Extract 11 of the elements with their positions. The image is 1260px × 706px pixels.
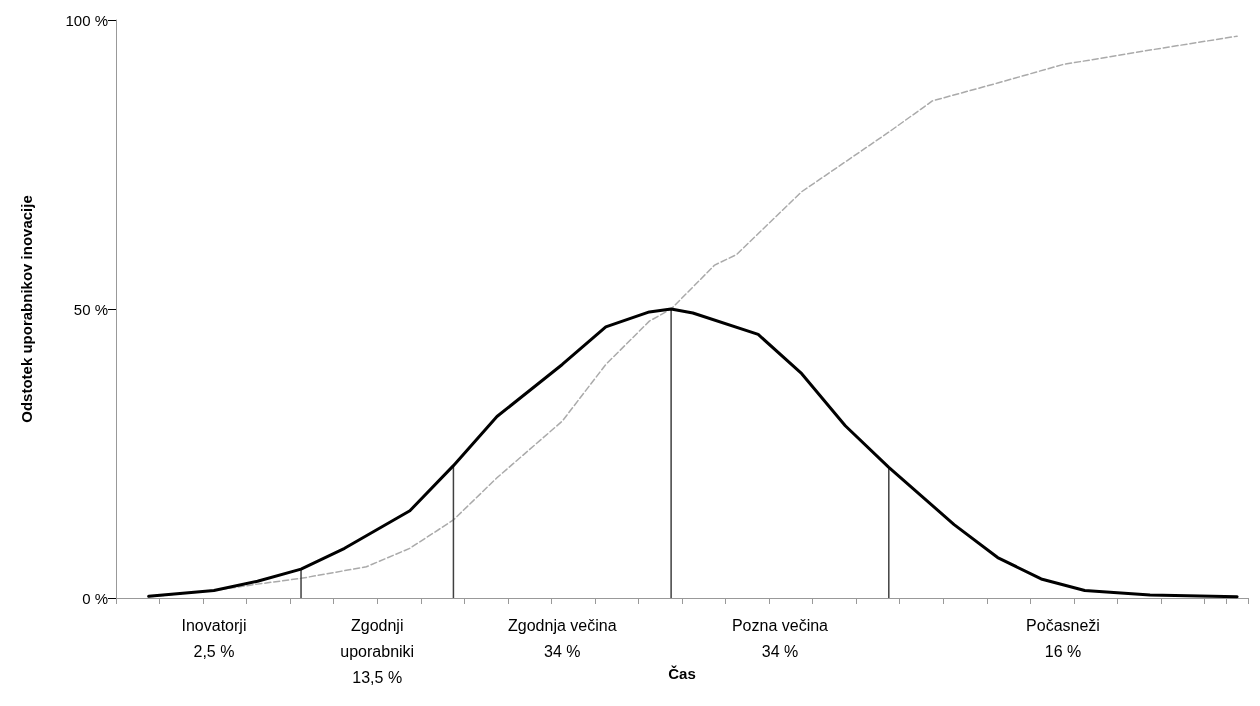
x-axis-title: Čas	[668, 665, 696, 682]
text: Počasneži 16 %	[1026, 616, 1100, 660]
text: Zgodnja večina 34 %	[508, 616, 617, 660]
y-axis-title: Odstotek uporabnikov inovacije	[17, 195, 35, 423]
line-series	[147, 307, 1239, 599]
y-tick-label: 100 %	[65, 11, 108, 29]
text: Pozna večina 34 %	[731, 616, 829, 660]
y-tick-label: 0 %	[82, 589, 108, 607]
text: Inovatorji 2,5 %	[181, 616, 247, 660]
text: Zgodnji uporabniki 13,5 %	[340, 616, 415, 686]
y-tick-label: 50 %	[73, 300, 108, 318]
